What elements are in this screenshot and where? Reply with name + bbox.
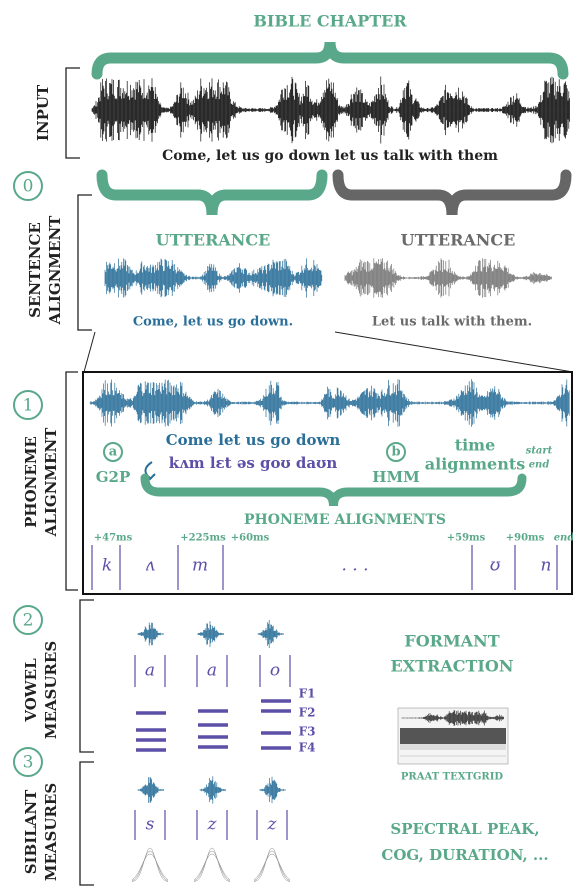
spectrum-curve [253, 847, 291, 882]
waveform [91, 76, 570, 144]
formant-label: F2 [299, 706, 316, 720]
timing: +47ms [94, 533, 133, 544]
spectrum-curve [193, 853, 231, 881]
spectrum-curve [193, 847, 231, 882]
measures: SPECTRAL PEAK, [390, 820, 539, 838]
zoom-box [82, 371, 573, 595]
waveform [197, 621, 224, 647]
utterance-text: Let us talk with them. [372, 315, 532, 330]
phoneme: ʌ [145, 556, 155, 576]
time-alignments: alignments [425, 455, 525, 474]
waveform [137, 622, 164, 646]
timing: end [554, 533, 573, 544]
spectrum-curve [131, 850, 169, 882]
utterance-label: UTTERANCE [401, 231, 516, 250]
step-label: MEASURES [42, 783, 60, 881]
vowel: a [207, 661, 217, 681]
timing: +90ms [506, 533, 545, 544]
sibilant: z [267, 815, 278, 835]
step-circle [13, 747, 43, 777]
step-circle [13, 390, 43, 420]
marker: b [391, 445, 400, 460]
hmm-label: HMM [372, 468, 419, 486]
waveform [89, 379, 570, 427]
phoneme: m [192, 556, 208, 576]
marker-circle [386, 442, 406, 462]
timing: +225ms [180, 533, 226, 544]
sentence: Come let us go down [166, 431, 341, 449]
sibilant: s [146, 815, 155, 835]
bracket [65, 371, 78, 591]
step-label: MEASURES [42, 641, 60, 739]
bracket [79, 599, 94, 753]
utterance-label: UTTERANCE [156, 231, 271, 250]
tool-label: PRAAT TEXTGRID [401, 772, 504, 783]
brace [140, 473, 527, 507]
g2p-label: G2P [96, 468, 131, 486]
waveform [199, 776, 226, 804]
waveform [104, 258, 323, 298]
bracket [65, 67, 80, 159]
spectrum-curve [131, 847, 169, 882]
waveform [259, 776, 286, 804]
spectrum-curve [193, 850, 231, 882]
step-label: SIBILANT [22, 789, 40, 874]
step-label: PHONEME [22, 436, 40, 528]
step-label: VOWEL [22, 658, 40, 723]
marker: a [109, 445, 118, 460]
utterance-text: Come, let us go down. [133, 315, 293, 330]
step-circle [13, 171, 43, 201]
step-label: ALIGNMENT [46, 215, 64, 325]
zoom-line [334, 331, 573, 373]
step-circle [13, 605, 43, 635]
vowel: a [145, 661, 155, 681]
step-number: 3 [23, 753, 34, 773]
sibilant: z [207, 815, 218, 835]
method: EXTRACTION [391, 657, 514, 676]
spectrum-curve [253, 850, 291, 882]
phoneme: . . . [341, 556, 368, 576]
phoneme: n [541, 556, 552, 576]
bracket [79, 761, 94, 886]
phoneme: k [102, 556, 112, 576]
waveform [344, 258, 552, 298]
step-number: 1 [23, 396, 34, 416]
input-title: BIBLE CHAPTER [253, 12, 407, 31]
formant-label: F4 [299, 741, 316, 755]
method: FORMANT [404, 632, 499, 651]
step-label: ALIGNMENT [42, 427, 60, 537]
step-number: 2 [23, 611, 34, 631]
transcript: Come, let us go down let us talk with th… [162, 148, 498, 164]
end-label: end [529, 460, 550, 471]
timing: +59ms [447, 533, 486, 544]
formant-label: F1 [299, 687, 316, 701]
step-label: SENTENCE [26, 222, 44, 318]
brace [332, 169, 572, 216]
result-label: PHONEME ALIGNMENTS [244, 512, 446, 528]
step-number: 0 [23, 177, 34, 197]
phoneme: ʊ [490, 556, 501, 576]
measures: COG, DURATION, ... [381, 846, 548, 864]
marker-circle [103, 442, 123, 462]
waveform [401, 710, 504, 726]
input-label: INPUT [34, 84, 52, 141]
ipa: kʌm lɛt əs goʊ daʊn [169, 454, 338, 472]
spectrum-curve [131, 853, 169, 881]
timing: +60ms [231, 533, 270, 544]
zoom-line [83, 331, 96, 373]
spectrum-curve [253, 853, 291, 881]
formant-label: F3 [299, 725, 316, 739]
brace [96, 169, 328, 216]
start-label: start [526, 446, 553, 457]
brace [91, 41, 569, 80]
waveform [137, 777, 164, 803]
time-alignments: time [455, 436, 496, 455]
vowel: o [270, 661, 280, 681]
waveform [257, 620, 284, 648]
bracket [77, 194, 92, 331]
